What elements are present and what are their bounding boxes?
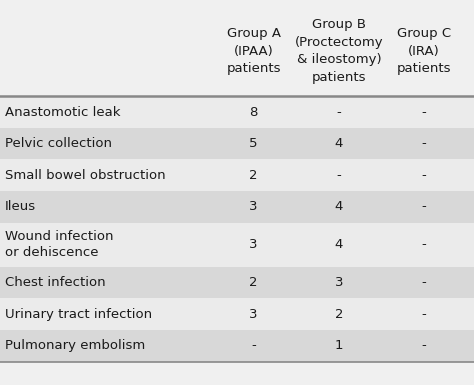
Bar (0, 191, 474, 223)
Text: 2: 2 (249, 276, 258, 289)
Text: -: - (422, 105, 427, 119)
Text: 3: 3 (335, 276, 343, 289)
Text: -: - (422, 238, 427, 251)
Text: -: - (251, 339, 256, 352)
Text: -: - (422, 339, 427, 352)
Bar (0, 330, 474, 362)
Text: 8: 8 (249, 105, 258, 119)
Text: 5: 5 (249, 137, 258, 150)
Text: Chest infection: Chest infection (5, 276, 105, 289)
Text: 4: 4 (335, 137, 343, 150)
Text: 2: 2 (249, 169, 258, 182)
Bar (0, 159, 474, 191)
Text: 1: 1 (335, 339, 343, 352)
Text: Group B
(Proctectomy
& ileostomy)
patients: Group B (Proctectomy & ileostomy) patien… (295, 18, 383, 84)
Text: 2: 2 (335, 308, 343, 321)
Text: -: - (422, 169, 427, 182)
Text: -: - (422, 200, 427, 213)
Text: 4: 4 (335, 238, 343, 251)
Text: -: - (337, 169, 341, 182)
Bar (0, 298, 474, 330)
Text: -: - (422, 137, 427, 150)
Text: Pulmonary embolism: Pulmonary embolism (5, 339, 145, 352)
Text: Small bowel obstruction: Small bowel obstruction (5, 169, 165, 182)
Text: -: - (337, 105, 341, 119)
Text: Urinary tract infection: Urinary tract infection (5, 308, 152, 321)
Bar (0, 223, 474, 267)
Bar (0, 128, 474, 159)
Text: -: - (422, 276, 427, 289)
Text: Wound infection
or dehiscence: Wound infection or dehiscence (5, 230, 113, 259)
Text: Anastomotic leak: Anastomotic leak (5, 105, 120, 119)
Text: Ileus: Ileus (5, 200, 36, 213)
Text: -: - (422, 308, 427, 321)
Bar (0, 267, 474, 298)
Text: Group A
(IPAA)
patients: Group A (IPAA) patients (227, 27, 281, 75)
Bar (0, 6, 474, 96)
Text: Group C
(IRA)
patients: Group C (IRA) patients (397, 27, 451, 75)
Text: 3: 3 (249, 238, 258, 251)
Text: Pelvic collection: Pelvic collection (5, 137, 112, 150)
Bar (0, 96, 474, 128)
Text: 4: 4 (335, 200, 343, 213)
Text: 3: 3 (249, 200, 258, 213)
Text: 3: 3 (249, 308, 258, 321)
